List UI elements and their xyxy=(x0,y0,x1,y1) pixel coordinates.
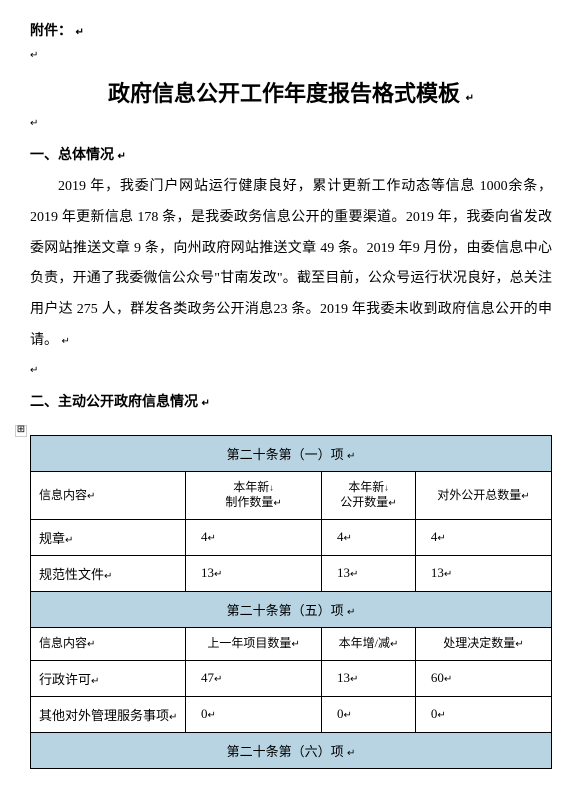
paragraph-1: 2019 年，我委门户网站运行健康良好，累计更新工作动态等信息 1000余条，2… xyxy=(30,172,552,357)
table-row: 规章↵ 4↵ 4↵ 4↵ xyxy=(31,519,552,555)
para-mark: ↵ xyxy=(76,27,84,38)
row-value: 4↵ xyxy=(415,519,551,555)
table-section-header-3: 第二十条第（六）项 ↵ xyxy=(31,732,552,768)
para-mark: ↵ xyxy=(466,93,474,104)
row-value: 4↵ xyxy=(322,519,416,555)
col-text-1-3: 对外公开总数量 xyxy=(437,488,521,502)
title-text: 政府信息公开工作年度报告格式模板 xyxy=(108,81,460,106)
section-header-text-1: 第二十条第（一）项 xyxy=(227,447,344,462)
row-label: 规章↵ xyxy=(31,519,186,555)
section-header-text-2: 第二十条第（五）项 xyxy=(227,603,344,618)
row-value: 13↵ xyxy=(322,555,416,591)
attachment-label: 附件： ↵ xyxy=(30,20,552,40)
col-header-2-2: 本年增/减↵ xyxy=(322,627,416,660)
marker-line-1: ↵ xyxy=(30,50,552,61)
col-text-1-0: 信息内容 xyxy=(39,488,87,502)
row-value: 0↵ xyxy=(186,696,322,732)
col-header-2-0: 信息内容↵ xyxy=(31,627,186,660)
table-row: 规范性文件↵ 13↵ 13↵ 13↵ xyxy=(31,555,552,591)
section-header-cell-3: 第二十条第（六）项 ↵ xyxy=(31,732,552,768)
row-value: 4↵ xyxy=(186,519,322,555)
attachment-text: 附件： xyxy=(30,24,72,39)
table-section-header-2: 第二十条第（五）项 ↵ xyxy=(31,591,552,627)
col-header-1-0: 信息内容↵ xyxy=(31,471,186,519)
page-title: 政府信息公开工作年度报告格式模板 ↵ xyxy=(30,76,552,108)
para-mark: ↵ xyxy=(347,607,355,618)
para-mark: ↵ xyxy=(62,336,70,347)
table-columns-1: 信息内容↵ 本年新↓制作数量↵ 本年新↓公开数量↵ 对外公开总数量↵ xyxy=(31,471,552,519)
para-mark: ↵ xyxy=(347,451,355,462)
row-value: 0↵ xyxy=(322,696,416,732)
row-value: 13↵ xyxy=(415,555,551,591)
marker-line-2: ↵ xyxy=(30,118,552,129)
para-mark: ↵ xyxy=(118,151,126,162)
arrow-icon: ↓ xyxy=(269,482,274,492)
section-2-text: 二、主动公开政府信息情况 xyxy=(30,395,198,410)
col-header-1-3: 对外公开总数量↵ xyxy=(415,471,551,519)
row-label: 其他对外管理服务事项↵ xyxy=(31,696,186,732)
table-columns-2: 信息内容↵ 上一年项目数量↵ 本年增/减↵ 处理决定数量↵ xyxy=(31,627,552,660)
data-table: 第二十条第（一）项 ↵ 信息内容↵ 本年新↓制作数量↵ 本年新↓公开数量↵ 对外… xyxy=(30,435,552,769)
row-value: 47↵ xyxy=(186,660,322,696)
section-1-text: 一、总体情况 xyxy=(30,148,114,163)
table-indicator-icon: ⊞ xyxy=(15,425,27,437)
table-row: 其他对外管理服务事项↵ 0↵ 0↵ 0↵ xyxy=(31,696,552,732)
table-section-header-1: 第二十条第（一）项 ↵ xyxy=(31,435,552,471)
row-value: 13↵ xyxy=(186,555,322,591)
section-1-header: 一、总体情况 ↵ xyxy=(30,144,552,164)
row-label: 行政许可↵ xyxy=(31,660,186,696)
row-value: 0↵ xyxy=(415,696,551,732)
row-value: 60↵ xyxy=(415,660,551,696)
col-header-2-3: 处理决定数量↵ xyxy=(415,627,551,660)
col-header-2-1: 上一年项目数量↵ xyxy=(186,627,322,660)
section-header-cell-1: 第二十条第（一）项 ↵ xyxy=(31,435,552,471)
section-header-text-3: 第二十条第（六）项 xyxy=(227,744,344,759)
para-mark: ↵ xyxy=(347,748,355,759)
row-value: 13↵ xyxy=(322,660,416,696)
arrow-icon: ↓ xyxy=(384,482,389,492)
section-2-header: 二、主动公开政府信息情况 ↵ xyxy=(30,391,552,411)
para-mark: ↵ xyxy=(202,398,210,409)
marker-line-3: ↵ xyxy=(30,365,552,376)
paragraph-1-text: 2019 年，我委门户网站运行健康良好，累计更新工作动态等信息 1000余条，2… xyxy=(30,179,552,348)
section-header-cell-2: 第二十条第（五）项 ↵ xyxy=(31,591,552,627)
col-header-1-2: 本年新↓公开数量↵ xyxy=(322,471,416,519)
col-header-1-1: 本年新↓制作数量↵ xyxy=(186,471,322,519)
table-row: 行政许可↵ 47↵ 13↵ 60↵ xyxy=(31,660,552,696)
row-label: 规范性文件↵ xyxy=(31,555,186,591)
